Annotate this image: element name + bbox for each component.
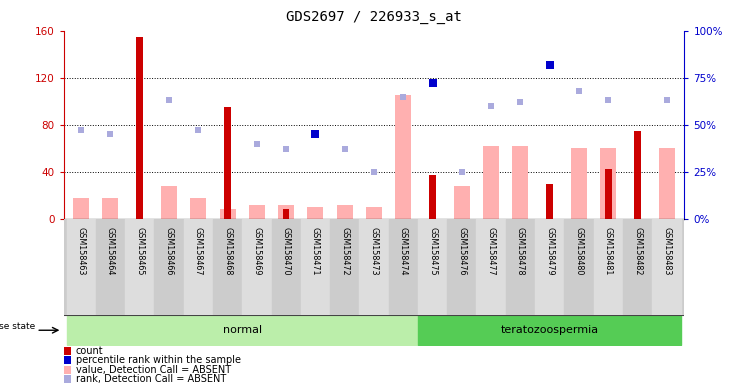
Bar	[512, 146, 529, 219]
Text: GSM158483: GSM158483	[662, 227, 672, 275]
Text: GSM158470: GSM158470	[282, 227, 291, 275]
Bar	[125, 219, 154, 315]
Bar	[67, 316, 418, 345]
Text: GSM158476: GSM158476	[457, 227, 466, 275]
Text: GSM158464: GSM158464	[106, 227, 115, 275]
Bar	[652, 219, 681, 315]
Bar	[161, 186, 177, 219]
Text: GSM158474: GSM158474	[399, 227, 408, 275]
Bar	[623, 219, 652, 315]
Bar	[213, 219, 242, 315]
Bar	[96, 219, 125, 315]
Text: GSM158468: GSM158468	[223, 227, 232, 275]
Text: GSM158466: GSM158466	[165, 227, 174, 275]
Bar	[605, 169, 612, 219]
Bar	[272, 219, 301, 315]
Text: GSM158478: GSM158478	[516, 227, 525, 275]
Bar	[395, 95, 411, 219]
Bar	[454, 186, 470, 219]
Bar	[219, 210, 236, 219]
Text: GSM158469: GSM158469	[252, 227, 261, 275]
Text: percentile rank within the sample: percentile rank within the sample	[76, 355, 241, 365]
Bar	[278, 205, 294, 219]
Text: GSM158479: GSM158479	[545, 227, 554, 275]
Text: normal: normal	[223, 325, 262, 335]
Text: GSM158467: GSM158467	[194, 227, 203, 275]
Text: GSM158471: GSM158471	[311, 227, 320, 275]
Bar	[634, 131, 641, 219]
Text: GSM158481: GSM158481	[604, 227, 613, 275]
Bar	[659, 148, 675, 219]
Bar	[283, 210, 289, 219]
Bar	[73, 198, 89, 219]
Bar	[337, 205, 353, 219]
Text: GSM158480: GSM158480	[574, 227, 583, 275]
Text: GSM158475: GSM158475	[428, 227, 437, 275]
Bar	[547, 184, 553, 219]
Bar	[571, 148, 587, 219]
Bar	[249, 205, 265, 219]
Text: GSM158477: GSM158477	[487, 227, 496, 275]
Bar	[190, 198, 206, 219]
Bar	[67, 219, 96, 315]
Bar	[594, 219, 623, 315]
Bar	[102, 198, 118, 219]
Bar	[447, 219, 476, 315]
Text: GSM158465: GSM158465	[135, 227, 144, 275]
Bar	[307, 207, 323, 219]
Bar	[184, 219, 213, 315]
Text: value, Detection Call = ABSENT: value, Detection Call = ABSENT	[76, 365, 230, 375]
Bar	[366, 207, 382, 219]
Bar	[224, 107, 231, 219]
Bar	[389, 219, 418, 315]
Bar	[429, 175, 436, 219]
Text: count: count	[76, 346, 103, 356]
Text: teratozoospermia: teratozoospermia	[500, 325, 598, 335]
Bar	[418, 219, 447, 315]
Text: GSM158463: GSM158463	[76, 227, 86, 275]
Text: GDS2697 / 226933_s_at: GDS2697 / 226933_s_at	[286, 10, 462, 23]
Bar	[136, 36, 143, 219]
Text: rank, Detection Call = ABSENT: rank, Detection Call = ABSENT	[76, 374, 226, 384]
Bar	[535, 219, 564, 315]
Bar	[242, 219, 272, 315]
Bar	[154, 219, 184, 315]
Text: disease state: disease state	[0, 322, 35, 331]
Bar	[476, 219, 506, 315]
Bar	[483, 146, 499, 219]
Bar	[564, 219, 594, 315]
Bar	[600, 148, 616, 219]
Bar	[359, 219, 389, 315]
Bar	[301, 219, 330, 315]
Text: GSM158472: GSM158472	[340, 227, 349, 275]
Text: GSM158473: GSM158473	[370, 227, 378, 275]
Bar	[506, 219, 535, 315]
Bar	[330, 219, 359, 315]
Text: GSM158482: GSM158482	[633, 227, 642, 275]
Bar	[418, 316, 681, 345]
